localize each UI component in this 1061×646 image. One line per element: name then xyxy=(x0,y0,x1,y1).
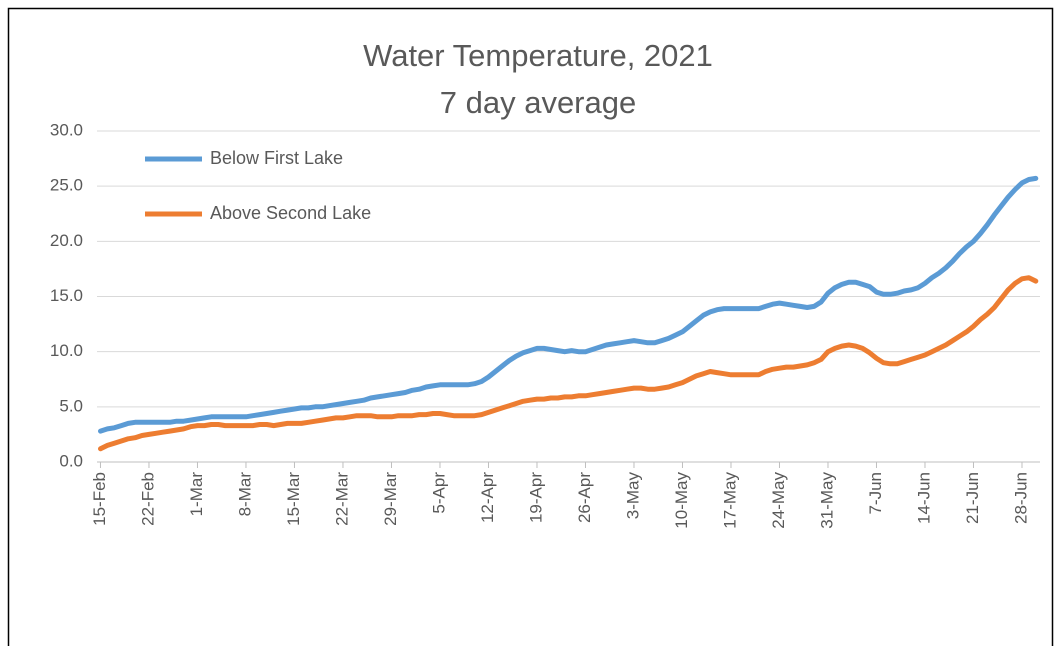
chart-title: Water Temperature, 2021 xyxy=(363,38,713,73)
y-tick-label: 10.0 xyxy=(50,341,83,360)
x-tick-label: 21-Jun xyxy=(963,472,982,524)
x-tick-label: 15-Feb xyxy=(90,472,109,526)
y-tick-label: 30.0 xyxy=(50,120,83,139)
x-tick-label: 14-Jun xyxy=(914,472,933,524)
x-tick-label: 15-Mar xyxy=(284,472,303,526)
legend-label: Above Second Lake xyxy=(210,203,371,223)
x-tick-label: 26-Apr xyxy=(575,472,594,523)
y-tick-label: 5.0 xyxy=(59,396,83,415)
x-tick-label: 17-May xyxy=(720,472,739,529)
y-tick-label: 20.0 xyxy=(50,231,83,250)
x-tick-label: 5-Apr xyxy=(429,472,448,514)
x-tick-label: 8-Mar xyxy=(235,472,254,517)
x-tick-label: 7-Jun xyxy=(866,472,885,515)
x-tick-label: 3-May xyxy=(623,472,642,520)
x-tick-label: 24-May xyxy=(769,472,788,529)
legend-label: Below First Lake xyxy=(210,148,343,168)
x-tick-label: 10-May xyxy=(672,472,691,529)
y-tick-label: 0.0 xyxy=(59,451,83,470)
y-tick-label: 25.0 xyxy=(50,176,83,195)
x-tick-label: 28-Jun xyxy=(1011,472,1030,524)
x-tick-label: 12-Apr xyxy=(478,472,497,523)
line-series xyxy=(98,275,1039,452)
x-tick-label: 22-Feb xyxy=(138,472,157,526)
x-tick-label: 31-May xyxy=(817,472,836,529)
x-tick-label: 29-Mar xyxy=(381,472,400,526)
frame xyxy=(7,7,1054,646)
chart-subtitle: 7 day average xyxy=(440,85,636,120)
y-tick-label: 15.0 xyxy=(50,286,83,305)
x-tick-label: 19-Apr xyxy=(526,472,545,523)
line-series xyxy=(98,175,1039,434)
x-tick-label: 22-Mar xyxy=(332,472,351,526)
x-tick-label: 1-Mar xyxy=(187,472,206,517)
